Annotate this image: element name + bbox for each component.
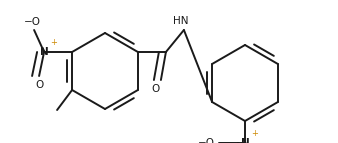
Text: HN: HN	[173, 16, 189, 26]
Text: +: +	[251, 129, 258, 138]
Text: O: O	[35, 80, 43, 90]
Text: +: +	[50, 38, 57, 47]
Text: −O: −O	[198, 138, 215, 143]
Text: N: N	[241, 138, 249, 143]
Text: N: N	[40, 47, 48, 57]
Text: O: O	[152, 84, 160, 94]
Text: −O: −O	[24, 17, 41, 27]
